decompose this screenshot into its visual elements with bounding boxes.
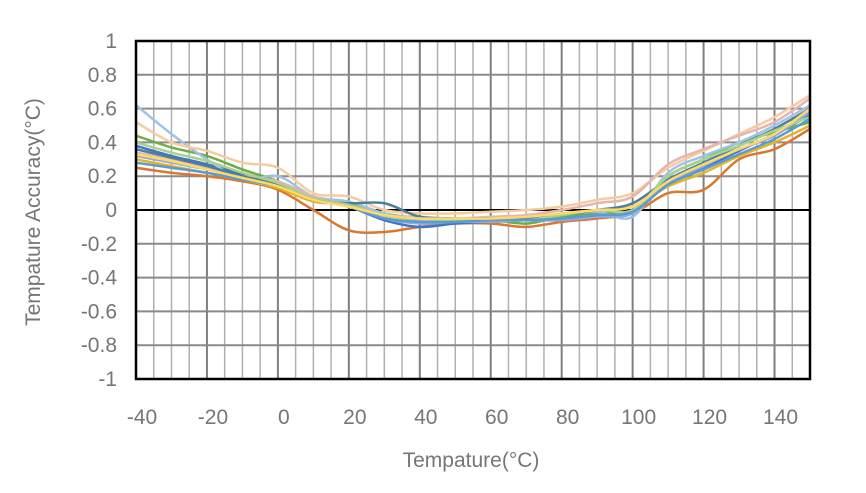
- x-tick-label: 20: [343, 406, 366, 429]
- y-tick-label: 0.2: [88, 165, 117, 188]
- x-tick-label: -20: [198, 406, 228, 429]
- y-tick-label: 0: [105, 199, 117, 222]
- plot-frame: [134, 39, 812, 381]
- x-tick-label: 0: [278, 406, 290, 429]
- x-tick-label: 140: [763, 406, 798, 429]
- y-tick-label: -1: [98, 368, 117, 391]
- x-tick-label: -40: [127, 406, 157, 429]
- series-group: [135, 94, 811, 234]
- y-tick-labels: 1 0.8 0.6 0.4 0.2 0 -0.2 -0.4 -0.6 -0.8 -1: [81, 30, 118, 391]
- x-tick-label: 40: [414, 406, 437, 429]
- series-line-12: [135, 107, 811, 220]
- y-tick-label: -0.4: [81, 267, 118, 290]
- y-tick-label: 0.8: [88, 64, 117, 87]
- y-tick-label: 0.6: [88, 98, 117, 121]
- series-line-11: [135, 117, 811, 224]
- x-tick-label: 60: [485, 406, 508, 429]
- grid: [135, 40, 811, 380]
- y-tick-label: -0.2: [81, 233, 117, 256]
- x-tick-label: 120: [692, 406, 727, 429]
- y-tick-label: -0.8: [81, 334, 117, 357]
- x-tick-labels: -40 -20 0 20 40 60 80 100 120 140: [127, 406, 798, 429]
- x-tick-label: 80: [556, 406, 579, 429]
- x-axis-label: Tempature(°C): [403, 449, 540, 472]
- y-axis-label: Tempature Accuracy(°C): [22, 98, 45, 326]
- x-tick-label: 100: [621, 406, 656, 429]
- series-line-6: [135, 94, 811, 215]
- y-tick-label: 0.4: [88, 131, 118, 154]
- y-tick-label: -0.6: [81, 300, 117, 323]
- y-tick-label: 1: [105, 30, 117, 53]
